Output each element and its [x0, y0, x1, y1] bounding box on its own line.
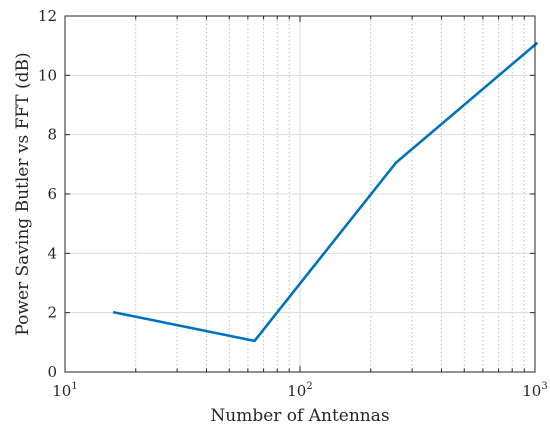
series-line: [112, 41, 539, 343]
x-tick-base: 10: [522, 382, 541, 400]
x-tick-base: 10: [287, 382, 306, 400]
y-tick-label: 4: [47, 244, 57, 262]
y-tick-label: 0: [47, 363, 57, 381]
x-tick-label: 103: [522, 381, 547, 400]
y-tick-label: 10: [38, 66, 57, 84]
y-tick-label: 8: [47, 126, 57, 144]
x-tick-base: 10: [52, 382, 71, 400]
y-tick-label: 12: [38, 7, 57, 25]
y-axis-label: Power Saving Butler vs FFT (dB): [13, 52, 33, 335]
grid-layer: [65, 16, 535, 372]
axes-layer: [64, 15, 536, 373]
x-tick-exponent: 1: [71, 381, 77, 392]
x-tick-exponent: 2: [306, 381, 312, 392]
x-tick-label: 101: [52, 381, 77, 400]
x-tick-exponent: 3: [541, 381, 547, 392]
x-tick-label: 102: [287, 381, 312, 400]
y-tick-label: 6: [47, 185, 57, 203]
x-axis-label: Number of Antennas: [210, 406, 389, 426]
y-tick-label: 2: [47, 304, 57, 322]
series-layer: [112, 41, 539, 343]
